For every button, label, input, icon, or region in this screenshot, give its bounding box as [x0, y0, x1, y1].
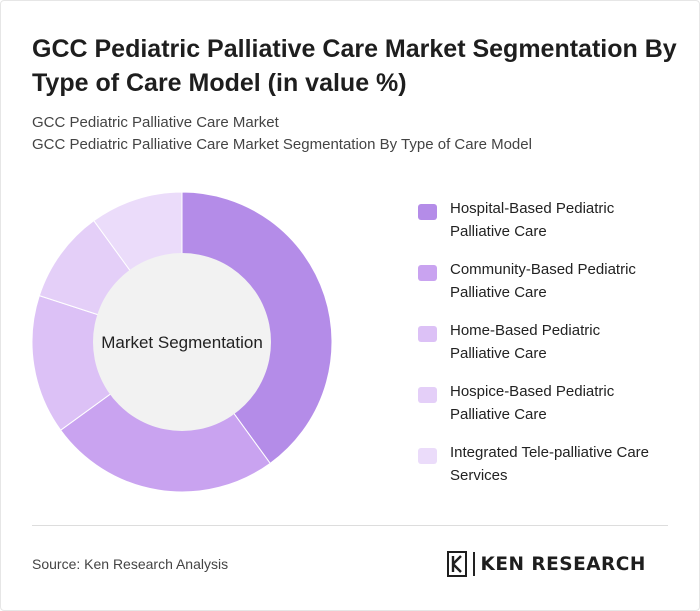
legend-label-line-2: Palliative Care: [450, 222, 547, 240]
legend-item: Home-Based Pediatric Palliative Care: [418, 320, 678, 381]
donut-chart: Market Segmentation: [31, 191, 333, 493]
legend-swatch: [418, 265, 437, 281]
footer-divider: [32, 525, 668, 526]
legend-label-line-1: Integrated Tele-palliative Care: [450, 444, 650, 461]
legend-label-line-2: Services: [450, 466, 508, 484]
legend-item: Hospice-Based Pediatric Palliative Care: [418, 381, 678, 442]
subtitle-line-1: GCC Pediatric Palliative Care Market: [32, 114, 279, 131]
legend-swatch: [418, 326, 437, 342]
legend-label-line-1: Hospital-Based Pediatric: [450, 200, 615, 217]
legend-swatch: [418, 204, 437, 220]
legend-swatch: [418, 448, 437, 464]
chart-legend: Hospital-Based Pediatric Palliative Care…: [418, 198, 678, 503]
legend-item: Hospital-Based Pediatric Palliative Care: [418, 198, 678, 259]
legend-label-line-1: Community-Based Pediatric: [450, 261, 636, 278]
ken-research-logo: KEN RESEARCH: [447, 550, 646, 578]
chart-subtitle: GCC Pediatric Palliative Care Market GCC…: [32, 112, 672, 156]
legend-item: Community-Based Pediatric Palliative Car…: [418, 259, 678, 320]
legend-item: Integrated Tele-palliative Care Services: [418, 442, 678, 503]
legend-label-line-2: Palliative Care: [450, 405, 547, 423]
donut-center: [93, 253, 271, 431]
legend-label-line-1: Hospice-Based Pediatric: [450, 383, 615, 400]
chart-title: GCC Pediatric Palliative Care Market Seg…: [32, 35, 677, 97]
source-note: Source: Ken Research Analysis: [32, 556, 229, 572]
ken-research-logo-icon: [447, 551, 467, 577]
legend-label-line-2: Palliative Care: [450, 283, 547, 301]
logo-text: KEN RESEARCH: [480, 553, 646, 575]
legend-label-line-2: Palliative Care: [450, 344, 547, 362]
logo-separator: [473, 552, 475, 576]
legend-label-line-1: Home-Based Pediatric: [450, 322, 601, 339]
center-label: Market Segmentation: [101, 333, 263, 352]
legend-swatch: [418, 387, 437, 403]
subtitle-line-2: GCC Pediatric Palliative Care Market Seg…: [32, 136, 532, 153]
